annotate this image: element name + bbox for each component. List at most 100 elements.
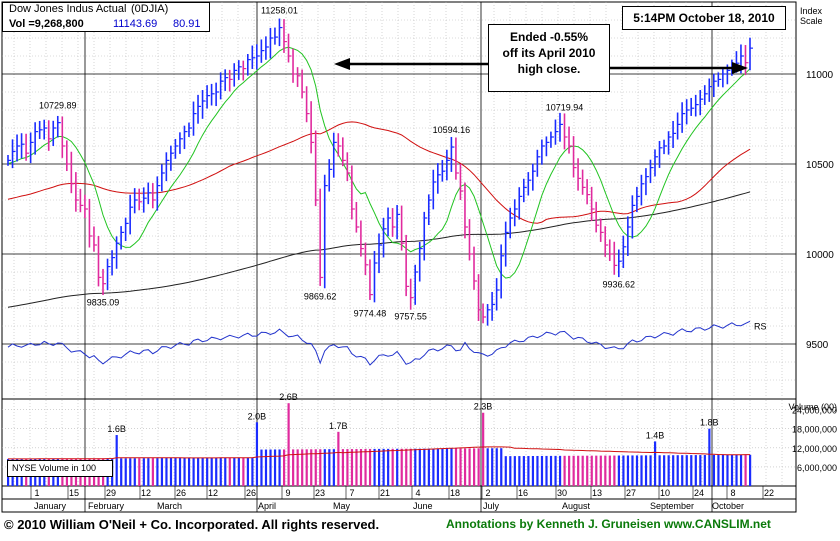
annotation-line3: high close. <box>517 62 581 76</box>
volume-bar <box>473 448 476 486</box>
volume-bar <box>292 449 295 486</box>
volume-bar <box>613 455 616 486</box>
volume-bar <box>545 455 548 486</box>
volume-bar <box>156 458 159 486</box>
volume-bar <box>730 454 734 486</box>
volume-tick-label: 12,000,000 <box>792 444 837 454</box>
volume-bar <box>382 448 385 486</box>
volume-bar <box>581 455 584 486</box>
index-header: Dow Jones Indus Actual (0DJIA) Vol =9,26… <box>2 2 210 32</box>
volume-tick-label: 18,000,000 <box>792 425 837 435</box>
volume-tick-label: 6,000,000 <box>797 463 837 473</box>
rs-line <box>7 320 751 366</box>
day-tick-label: 8 <box>730 488 735 498</box>
volume-bar <box>273 449 277 486</box>
timestamp: 5:14PM October 18, 2010 <box>622 6 786 30</box>
volume-bar <box>518 456 521 486</box>
volume-bar <box>744 454 747 486</box>
volume-bar <box>531 456 535 486</box>
volume-bar <box>540 455 544 486</box>
day-tick-label: 1 <box>34 488 39 498</box>
volume-bar <box>296 449 299 486</box>
volume-bar <box>378 448 381 486</box>
volume-bar <box>681 455 684 486</box>
swing-label: 10594.16 <box>433 125 471 135</box>
volume-bar <box>554 455 557 486</box>
volume-bar <box>735 454 738 486</box>
day-tick-label: 15 <box>69 488 79 498</box>
volume-bar <box>690 455 693 486</box>
volume-bar <box>323 449 326 486</box>
volume-bar <box>486 448 489 486</box>
volume-bar <box>368 448 372 486</box>
day-tick-label: 26 <box>246 488 256 498</box>
index-scale-label: Index Scale <box>800 6 823 26</box>
volume-average-line <box>8 446 750 460</box>
copyright-text: © 2010 William O'Neil + Co. Incorporated… <box>4 517 380 532</box>
volume-bar <box>387 448 390 486</box>
month-label: October <box>712 501 744 511</box>
day-tick-label: 2 <box>485 488 490 498</box>
volume-bar <box>504 456 507 486</box>
volume-bar <box>147 458 150 486</box>
swing-label: 9936.62 <box>603 279 636 289</box>
day-tick-label: 23 <box>315 488 325 498</box>
volume-bar <box>400 448 403 486</box>
volume-bar <box>278 449 281 486</box>
volume-bar <box>396 448 399 486</box>
volume-bar <box>305 449 308 486</box>
volume-bar <box>237 457 240 486</box>
volume-peak-label: 2.0B <box>248 411 267 421</box>
volume-bar <box>206 457 209 486</box>
volume-bar <box>586 455 589 486</box>
volume-bar <box>685 455 688 486</box>
volume-bar <box>129 458 132 486</box>
volume-bar <box>359 448 363 486</box>
volume-bar <box>337 431 340 486</box>
volume-bar <box>441 448 444 486</box>
volume-bar <box>558 455 562 486</box>
month-label: September <box>650 501 694 511</box>
volume-bar <box>115 435 118 486</box>
volume-bar <box>717 454 720 486</box>
volume-bar <box>314 449 317 486</box>
index-symbol: (0DJIA) <box>131 3 169 15</box>
volume-bar <box>454 448 458 486</box>
volume-bar <box>445 448 449 486</box>
volume-bar <box>708 428 711 486</box>
volume-bar <box>572 455 575 486</box>
volume-bar <box>703 455 706 486</box>
rs-label: RS <box>754 321 767 331</box>
volume-bar <box>341 449 345 486</box>
volume-bar <box>192 457 195 486</box>
index-name: Dow Jones Indus Actual <box>9 3 127 15</box>
day-tick-label: 13 <box>592 488 602 498</box>
annotation-line1: Ended -0.55% <box>509 30 589 44</box>
scale-label-line2: Scale <box>800 16 823 26</box>
day-tick-label: 9 <box>285 488 290 498</box>
volume-bar <box>477 448 480 486</box>
scale-label-line1: Index <box>800 6 823 16</box>
volume-axis-title: Volume (00) <box>788 402 837 412</box>
annotation-credit: Annotations by Kenneth J. Gruneisen www.… <box>446 517 771 531</box>
volume-bar <box>187 457 191 486</box>
volume-bar <box>233 457 236 486</box>
volume-bar <box>228 457 231 486</box>
day-tick-label: 24 <box>694 488 704 498</box>
volume-bar <box>491 448 494 486</box>
volume-bar <box>667 455 670 486</box>
month-label: May <box>333 501 351 511</box>
volume-bar <box>346 449 349 486</box>
volume-bar <box>631 455 634 486</box>
month-label: April <box>258 501 276 511</box>
volume-bar <box>142 458 145 486</box>
volume-bar <box>423 448 426 486</box>
day-tick-label: 30 <box>557 488 567 498</box>
day-tick-label: 12 <box>141 488 151 498</box>
volume-bar <box>712 454 716 486</box>
price-tick-label: 10500 <box>806 160 834 171</box>
volume-bar <box>549 455 553 486</box>
month-label: January <box>34 501 67 511</box>
